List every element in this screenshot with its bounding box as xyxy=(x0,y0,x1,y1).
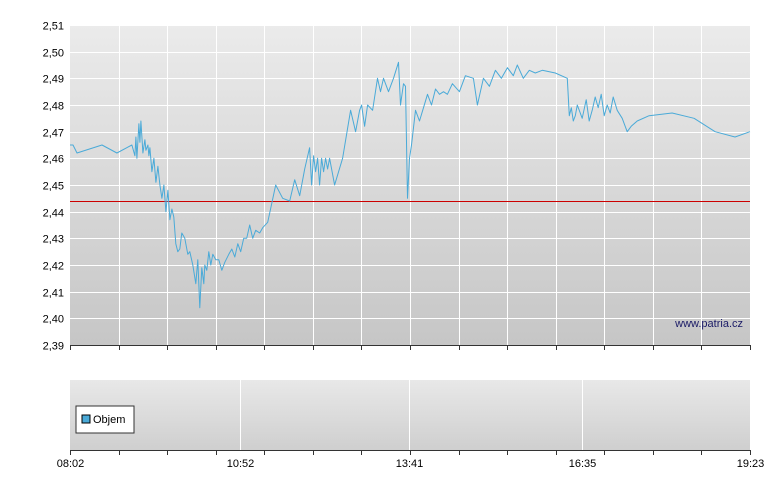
volume-legend-label: Objem xyxy=(93,414,125,426)
y-tick-label: 2,44 xyxy=(43,208,64,220)
y-tick-label: 2,41 xyxy=(43,288,64,300)
y-tick-label: 2,45 xyxy=(43,181,64,193)
x-tick-label: 19:23 xyxy=(737,458,765,470)
y-tick-label: 2,46 xyxy=(43,154,64,166)
y-tick-label: 2,51 xyxy=(43,21,64,33)
y-tick-label: 2,40 xyxy=(43,314,64,326)
y-tick-label: 2,39 xyxy=(43,341,64,353)
watermark-text: www.patria.cz xyxy=(674,318,743,330)
price-series-line xyxy=(70,61,751,309)
x-axis-labels: 08:02 10:52 13:41 16:35 19:23 xyxy=(57,458,765,470)
price-axis-ticks xyxy=(70,345,751,350)
price-series-group xyxy=(70,61,751,309)
x-tick-label: 13:41 xyxy=(396,458,424,470)
y-tick-label: 2,47 xyxy=(43,128,64,140)
y-tick-label: 2,49 xyxy=(43,74,64,86)
x-tick-label: 16:35 xyxy=(569,458,597,470)
volume-legend: Objem xyxy=(75,405,135,434)
volume-axis-ticks xyxy=(70,450,751,455)
y-tick-label: 2,43 xyxy=(43,234,64,246)
y-axis-labels: 2,39 2,40 2,41 2,42 2,43 2,44 2,45 2,46 2,47 2,48… xyxy=(43,21,64,353)
y-tick-label: 2,42 xyxy=(43,261,64,273)
x-tick-label: 10:52 xyxy=(227,458,255,470)
volume-grid xyxy=(240,380,583,450)
y-tick-label: 2,50 xyxy=(43,48,64,60)
volume-legend-swatch xyxy=(81,414,91,424)
price-grid xyxy=(70,25,750,345)
y-tick-label: 2,48 xyxy=(43,101,64,113)
x-tick-label: 08:02 xyxy=(57,458,85,470)
